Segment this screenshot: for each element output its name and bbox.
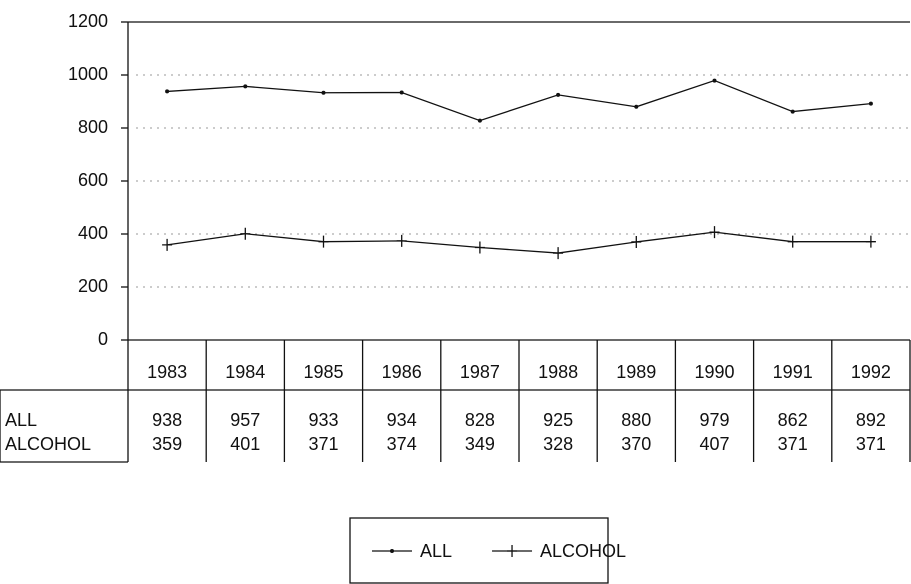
table-value: 370 <box>621 434 651 454</box>
table-value: 407 <box>699 434 729 454</box>
marker <box>787 235 798 248</box>
x-tick-label: 1992 <box>851 362 891 382</box>
marker <box>790 109 795 114</box>
marker <box>162 238 173 251</box>
table-value: 934 <box>387 410 417 430</box>
legend-label: ALL <box>420 541 452 561</box>
table-value: 374 <box>387 434 417 454</box>
marker <box>556 92 561 97</box>
marker <box>474 241 485 254</box>
marker <box>868 101 873 106</box>
legend-label: ALCOHOL <box>540 541 626 561</box>
legend-box <box>349 517 609 584</box>
marker <box>165 89 170 94</box>
table-value: 880 <box>621 410 651 430</box>
table-value: 828 <box>465 410 495 430</box>
table-value: 349 <box>465 434 495 454</box>
y-tick-label: 400 <box>78 223 108 243</box>
series-line <box>167 231 871 254</box>
marker <box>634 104 639 109</box>
marker <box>396 234 407 247</box>
table-value: 957 <box>230 410 260 430</box>
marker <box>553 247 564 260</box>
marker <box>390 549 394 553</box>
x-tick-label: 1983 <box>147 362 187 382</box>
x-tick-label: 1990 <box>694 362 734 382</box>
y-tick-label: 200 <box>78 276 108 296</box>
table-value: 925 <box>543 410 573 430</box>
marker <box>240 227 251 240</box>
table-value: 371 <box>778 434 808 454</box>
x-tick-label: 1988 <box>538 362 578 382</box>
marker <box>631 235 642 248</box>
marker <box>477 118 482 123</box>
marker <box>709 226 720 239</box>
y-tick-label: 800 <box>78 117 108 137</box>
marker <box>321 90 326 95</box>
table-value: 933 <box>308 410 338 430</box>
table-value: 359 <box>152 434 182 454</box>
table-value: 892 <box>856 410 886 430</box>
table-value: 371 <box>856 434 886 454</box>
table-value: 401 <box>230 434 260 454</box>
table-value: 979 <box>699 410 729 430</box>
y-tick-label: 1000 <box>68 64 108 84</box>
marker <box>507 545 518 557</box>
marker <box>399 90 404 95</box>
table-row-label: ALL <box>5 410 37 430</box>
x-tick-label: 1991 <box>773 362 813 382</box>
marker <box>318 235 329 248</box>
x-tick-label: 1986 <box>382 362 422 382</box>
marker <box>712 78 717 83</box>
table-value: 371 <box>308 434 338 454</box>
x-tick-label: 1989 <box>616 362 656 382</box>
y-tick-label: 1200 <box>68 11 108 31</box>
table-value: 938 <box>152 410 182 430</box>
y-tick-label: 0 <box>98 329 108 349</box>
table-row-label: ALCOHOL <box>5 434 91 454</box>
x-tick-label: 1987 <box>460 362 500 382</box>
series-line <box>167 79 871 122</box>
marker <box>243 84 248 89</box>
x-tick-label: 1984 <box>225 362 265 382</box>
marker <box>865 235 876 248</box>
table-value: 862 <box>778 410 808 430</box>
y-tick-label: 600 <box>78 170 108 190</box>
table-value: 328 <box>543 434 573 454</box>
x-tick-label: 1985 <box>303 362 343 382</box>
